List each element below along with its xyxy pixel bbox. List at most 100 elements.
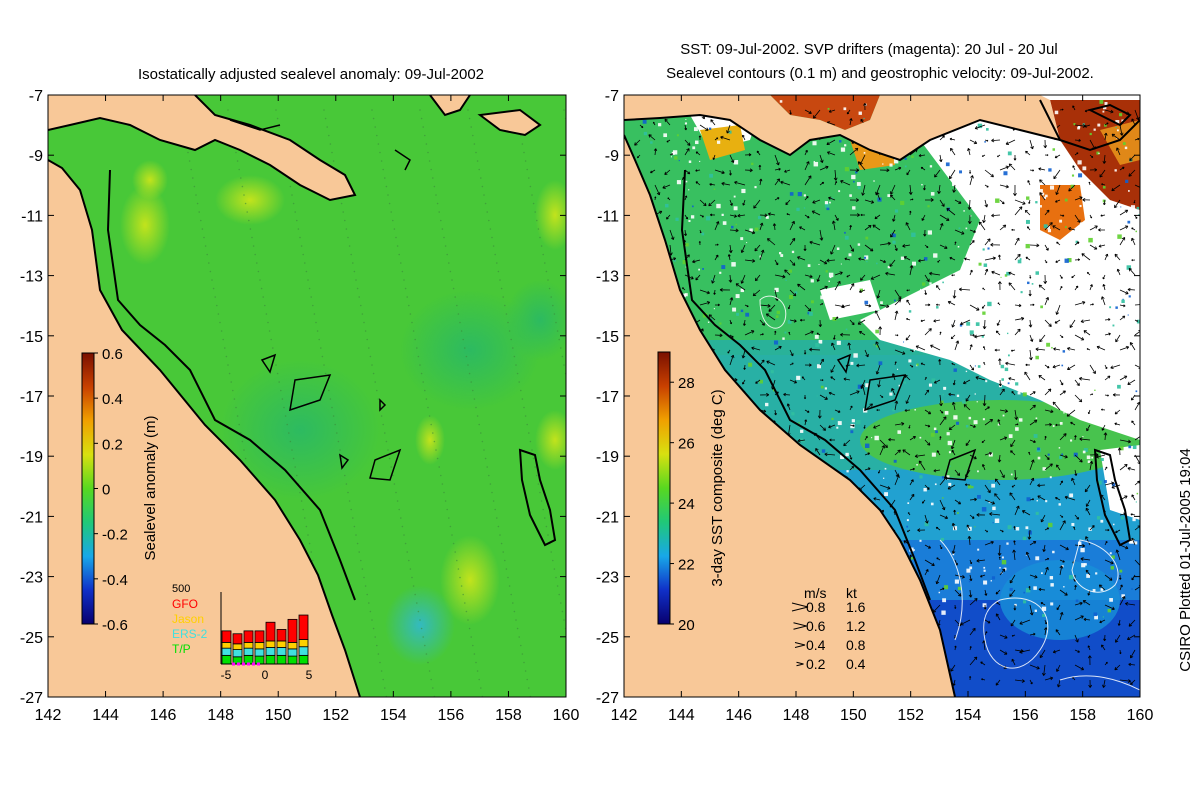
inset-bar-segment xyxy=(298,639,309,648)
inset-bars xyxy=(221,614,309,665)
inset-bar-segment xyxy=(265,654,276,665)
colorbar-tick-label: 22 xyxy=(678,557,695,574)
xtick-label: 146 xyxy=(725,707,752,724)
xtick-label: 160 xyxy=(1127,707,1154,724)
left-land-png xyxy=(48,95,355,200)
velocity-legend-arrow xyxy=(796,661,804,667)
inset-bar-segment xyxy=(276,629,287,642)
colorbar-tick-label: 0 xyxy=(102,482,110,499)
colorbar-tick-label: 28 xyxy=(678,375,695,392)
right-title-line1: SST: 09-Jul-2002. SVP drifters (magenta)… xyxy=(680,41,1057,58)
ytick-label: -11 xyxy=(21,208,43,225)
left-anomaly-blobs xyxy=(120,160,566,665)
velocity-legend-header-ms: m/s xyxy=(804,585,827,601)
left-land-australia xyxy=(48,95,360,697)
xtick-label: 142 xyxy=(35,707,62,724)
inset-bar-segment xyxy=(276,654,287,665)
velocity-legend-kt: 1.2 xyxy=(846,618,866,634)
colorbar-tick-label: 24 xyxy=(678,496,695,513)
xtick-label: 142 xyxy=(611,707,638,724)
inset-legend-tp: T/P xyxy=(172,642,191,656)
left-land-png-island xyxy=(480,110,540,135)
velocity-legend-ms: 0.2 xyxy=(806,656,826,672)
velocity-legend-kt: 0.4 xyxy=(846,656,866,672)
ytick-label: -27 xyxy=(596,690,619,707)
xtick-label: 150 xyxy=(840,707,867,724)
left-colorbar-bar xyxy=(81,352,95,625)
right-axes: 142 144 146 148 150 152 154 156 158 160 -7 -9 -11 -13… xyxy=(596,88,1154,724)
left-axes: 142 144 146 148 150 152 154 156 158 160 -7 -9 -11 -13… xyxy=(20,88,580,724)
inset-bar-segment xyxy=(276,640,287,648)
right-title-line2: Sealevel contours (0.1 m) and geostrophi… xyxy=(666,65,1094,82)
right-map xyxy=(624,95,1140,697)
inset-bar-segment xyxy=(254,630,265,643)
inset-xtick-0: 0 xyxy=(262,668,269,682)
inset-xtick-neg5: -5 xyxy=(221,668,232,682)
xtick-label: 144 xyxy=(668,707,695,724)
ytick-label: -15 xyxy=(596,329,619,346)
left-map xyxy=(48,95,566,697)
inset-bar-segment xyxy=(254,642,265,650)
ytick-label: -21 xyxy=(20,509,43,526)
coverage-inset: 500 GFO Jason ERS-2 T/P -5 0 5 xyxy=(172,583,313,682)
xtick-label: 150 xyxy=(265,707,292,724)
inset-bar-segment xyxy=(276,647,287,656)
inset-legend-ers2: ERS-2 xyxy=(172,627,208,641)
right-colorbar-ticks: 28 26 24 22 20 xyxy=(670,375,695,634)
ytick-label: -17 xyxy=(596,389,619,406)
ytick-label: -25 xyxy=(20,630,43,647)
inset-bar-segment xyxy=(221,630,232,643)
left-colorbar: 0.6 0.4 0.2 0 -0.2 -0.4 -0.6 Sealevel anomaly … xyxy=(81,346,159,634)
ytick-label: -9 xyxy=(29,148,43,165)
ytick-label: -23 xyxy=(596,570,619,587)
xtick-label: 160 xyxy=(553,707,580,724)
inset-bar-segment xyxy=(254,648,265,657)
ytick-label: -21 xyxy=(596,509,619,526)
inset-bar-segment xyxy=(287,648,298,657)
xtick-label: 146 xyxy=(150,707,177,724)
inset-ymax-label: 500 xyxy=(172,583,190,595)
xtick-label: 144 xyxy=(92,707,119,724)
xtick-label: 148 xyxy=(783,707,810,724)
inset-xtick-5: 5 xyxy=(306,668,313,682)
xtick-label: 156 xyxy=(438,707,465,724)
velocity-legend-kt: 0.8 xyxy=(846,637,866,653)
ytick-label: -25 xyxy=(596,630,619,647)
xtick-label: 156 xyxy=(1012,707,1039,724)
inset-bar-segment xyxy=(232,643,243,651)
inset-bar-segment xyxy=(265,621,276,642)
inset-bar-segment xyxy=(221,647,232,656)
velocity-legend-rows: 0.8 1.6 0.6 1.2 0.4 0.8 0.2 0.4 xyxy=(791,599,866,672)
ytick-label: -9 xyxy=(605,148,619,165)
inset-bar-segment xyxy=(243,642,254,649)
colorbar-tick-label: 26 xyxy=(678,436,695,453)
colorbar-tick-label: -0.2 xyxy=(102,527,128,544)
xtick-label: 154 xyxy=(955,707,982,724)
inset-bar-segment xyxy=(298,654,309,665)
inset-bar-segment xyxy=(243,647,254,656)
colorbar-tick-label: -0.4 xyxy=(102,572,128,589)
left-colorbar-label: Sealevel anomaly (m) xyxy=(142,415,159,560)
velocity-legend-kt: 1.6 xyxy=(846,599,866,615)
right-colorbar: 28 26 24 22 20 3-day SST composite (deg C) xyxy=(657,351,726,634)
inset-bar-segment xyxy=(298,646,309,656)
right-sealevel-contours xyxy=(759,295,1140,691)
inset-legend-gfo: GFO xyxy=(172,597,198,611)
left-title: Isostatically adjusted sealevel anomaly:… xyxy=(138,66,484,83)
right-coast-lines xyxy=(624,99,1140,697)
velocity-legend-arrow xyxy=(791,602,809,612)
inset-legend-jason: Jason xyxy=(172,612,204,626)
inset-bar-segment xyxy=(232,633,243,645)
right-colorbar-label: 3-day SST composite (deg C) xyxy=(709,389,726,586)
velocity-legend-arrow xyxy=(793,622,807,630)
colorbar-tick-label: 0.4 xyxy=(102,391,123,408)
ytick-label: -19 xyxy=(20,449,43,466)
ytick-label: -13 xyxy=(20,269,43,286)
colorbar-tick-label: 20 xyxy=(678,617,695,634)
left-colorbar-ticks: 0.6 0.4 0.2 0 -0.2 -0.4 -0.6 xyxy=(94,346,128,634)
inset-bar-segment xyxy=(221,642,232,649)
ytick-label: -7 xyxy=(605,88,619,105)
inset-bar-segment xyxy=(287,655,298,665)
ytick-label: -15 xyxy=(20,329,43,346)
